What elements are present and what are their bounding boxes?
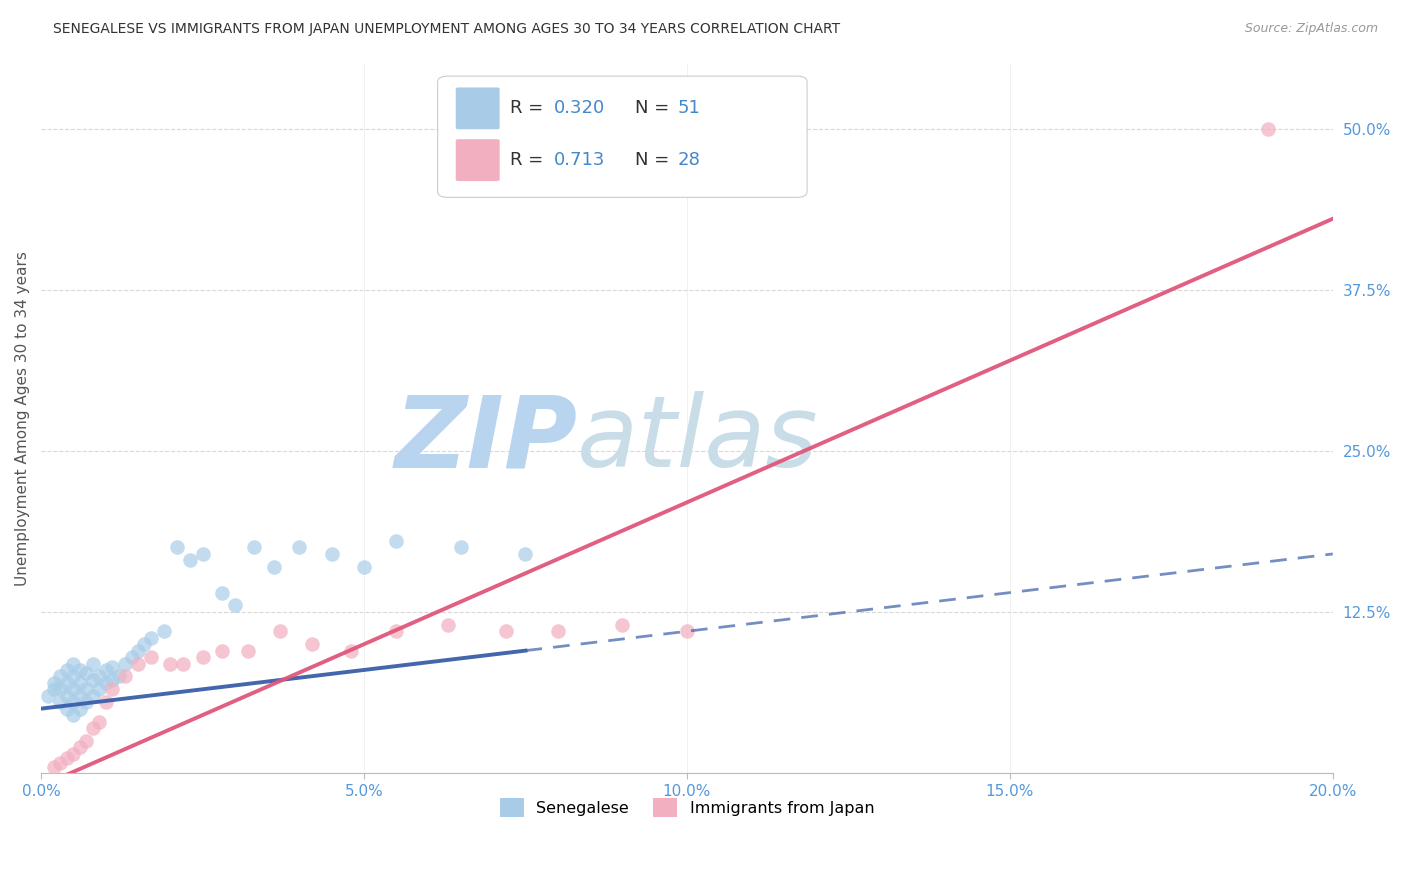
Point	[1257, 121, 1279, 136]
Point	[62, 657, 84, 671]
Point	[121, 650, 143, 665]
Text: 0.320: 0.320	[554, 99, 605, 117]
Point	[236, 643, 259, 657]
Point	[42, 759, 65, 773]
Point	[179, 553, 201, 567]
Point	[243, 541, 266, 555]
Text: R =: R =	[510, 151, 555, 169]
Text: 0.713: 0.713	[554, 151, 605, 169]
Point	[69, 689, 91, 703]
Point	[101, 682, 124, 697]
Point	[353, 559, 375, 574]
Point	[56, 689, 79, 703]
Point	[159, 657, 181, 671]
Text: atlas: atlas	[576, 392, 818, 488]
Point	[191, 547, 214, 561]
Point	[42, 676, 65, 690]
Point	[450, 541, 472, 555]
Point	[127, 643, 149, 657]
Point	[166, 541, 188, 555]
Point	[56, 676, 79, 690]
Point	[94, 676, 117, 690]
Point	[385, 624, 408, 639]
Point	[321, 547, 343, 561]
Point	[127, 657, 149, 671]
Point	[89, 669, 111, 683]
Point	[139, 650, 162, 665]
Point	[49, 682, 72, 697]
Point	[437, 617, 460, 632]
Y-axis label: Unemployment Among Ages 30 to 34 years: Unemployment Among Ages 30 to 34 years	[15, 252, 30, 586]
Point	[49, 695, 72, 709]
Point	[94, 695, 117, 709]
Point	[94, 663, 117, 677]
Text: ZIP: ZIP	[394, 392, 576, 488]
Point	[62, 747, 84, 761]
Point	[75, 734, 97, 748]
Point	[211, 643, 233, 657]
Point	[69, 663, 91, 677]
Text: SENEGALESE VS IMMIGRANTS FROM JAPAN UNEMPLOYMENT AMONG AGES 30 TO 34 YEARS CORRE: SENEGALESE VS IMMIGRANTS FROM JAPAN UNEM…	[53, 22, 841, 37]
Point	[385, 534, 408, 549]
Point	[56, 750, 79, 764]
Point	[89, 682, 111, 697]
Point	[82, 657, 104, 671]
Point	[612, 617, 634, 632]
Point	[134, 637, 156, 651]
Point	[101, 673, 124, 688]
Point	[37, 689, 59, 703]
Point	[101, 660, 124, 674]
Point	[69, 701, 91, 715]
Point	[69, 676, 91, 690]
Point	[56, 663, 79, 677]
Point	[224, 599, 246, 613]
FancyBboxPatch shape	[456, 139, 499, 181]
Point	[191, 650, 214, 665]
Text: N =: N =	[636, 151, 675, 169]
Point	[75, 665, 97, 680]
Point	[153, 624, 176, 639]
Point	[56, 701, 79, 715]
Point	[89, 714, 111, 729]
Point	[515, 547, 537, 561]
Point	[82, 673, 104, 688]
Point	[62, 695, 84, 709]
Point	[301, 637, 323, 651]
Point	[211, 585, 233, 599]
Point	[269, 624, 291, 639]
Point	[547, 624, 569, 639]
Point	[114, 657, 136, 671]
Point	[263, 559, 285, 574]
Point	[495, 624, 517, 639]
Point	[75, 682, 97, 697]
Point	[676, 624, 699, 639]
Point	[75, 695, 97, 709]
Point	[340, 643, 363, 657]
Point	[139, 631, 162, 645]
Point	[62, 682, 84, 697]
Point	[69, 740, 91, 755]
Legend: Senegalese, Immigrants from Japan: Senegalese, Immigrants from Japan	[492, 790, 883, 825]
FancyBboxPatch shape	[456, 87, 499, 129]
Point	[107, 669, 129, 683]
Point	[114, 669, 136, 683]
Point	[82, 721, 104, 735]
Text: N =: N =	[636, 99, 675, 117]
Text: Source: ZipAtlas.com: Source: ZipAtlas.com	[1244, 22, 1378, 36]
Point	[172, 657, 194, 671]
Point	[288, 541, 311, 555]
Text: R =: R =	[510, 99, 548, 117]
Point	[42, 682, 65, 697]
Point	[62, 669, 84, 683]
Point	[82, 689, 104, 703]
Text: 51: 51	[678, 99, 700, 117]
Point	[49, 669, 72, 683]
Point	[62, 708, 84, 723]
Text: 28: 28	[678, 151, 700, 169]
FancyBboxPatch shape	[437, 76, 807, 197]
Point	[49, 756, 72, 770]
